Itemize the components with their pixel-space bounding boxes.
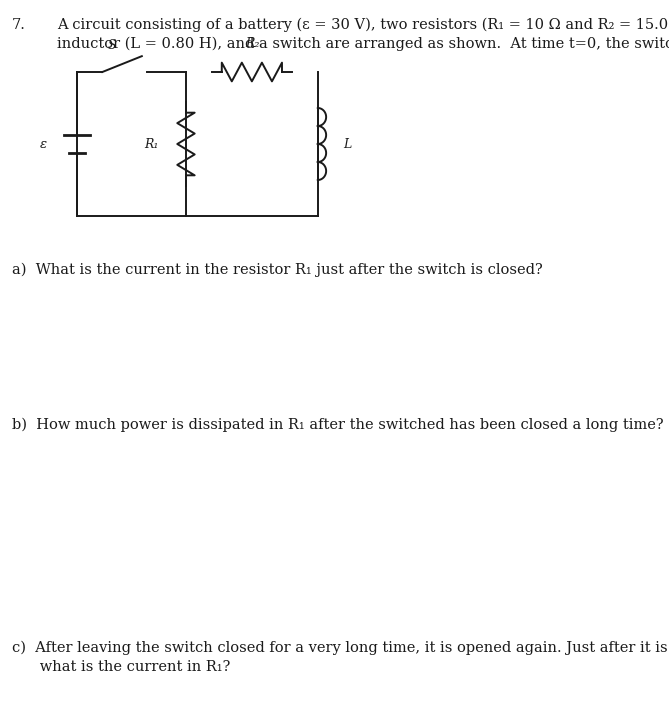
Text: b)  How much power is dissipated in R₁ after the switched has been closed a long: b) How much power is dissipated in R₁ af…	[12, 418, 664, 432]
Text: S: S	[108, 39, 116, 52]
Text: c)  After leaving the switch closed for a very long time, it is opened again. Ju: c) After leaving the switch closed for a…	[12, 641, 669, 655]
Text: A circuit consisting of a battery (ε = 30 V), two resistors (R₁ = 10 Ω and R₂ = : A circuit consisting of a battery (ε = 3…	[57, 18, 669, 32]
Text: ε: ε	[40, 138, 47, 150]
Text: R₂: R₂	[245, 37, 259, 50]
Text: what is the current in R₁?: what is the current in R₁?	[12, 660, 230, 674]
Text: a)  What is the current in the resistor R₁ just after the switch is closed?: a) What is the current in the resistor R…	[12, 263, 543, 277]
Text: L: L	[343, 138, 351, 150]
Text: R₁: R₁	[144, 138, 159, 150]
Text: inductor (L = 0.80 H), and a switch are arranged as shown.  At time t=0, the swi: inductor (L = 0.80 H), and a switch are …	[57, 37, 669, 51]
Text: 7.: 7.	[12, 18, 26, 32]
